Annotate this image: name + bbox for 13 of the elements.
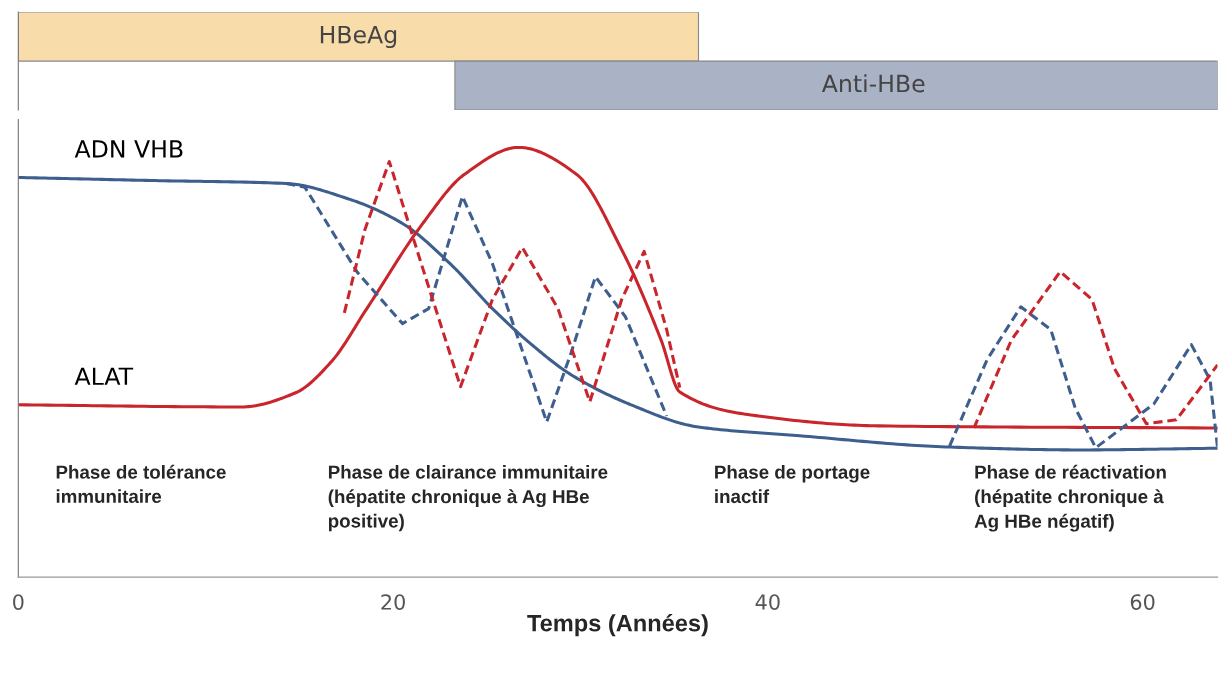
series-label: ALAT	[74, 367, 134, 385]
y-tick-label: Anti-HBe	[821, 74, 925, 93]
x-tick-label: 60	[1130, 594, 1155, 610]
annotation: Phase de clairance immunitaire (hépatite chronique à Ag HBe positive)	[328, 465, 608, 532]
y-tick-label: HBeAg	[320, 25, 397, 49]
annotation: Phase de portage inactif	[715, 465, 870, 504]
x-tick-label: 40	[755, 594, 780, 610]
annotation: Phase de tolérance immunitaire	[56, 464, 226, 504]
x-tick-label: 20	[381, 594, 405, 610]
series-label: ADN VHB	[74, 140, 183, 158]
x-tick-label: 0	[13, 594, 24, 610]
annotation: Phase de réactivation (hépatite chronique à Ag HBe négatif)	[974, 464, 1166, 532]
x-axis-title: Temps (Années)	[527, 613, 708, 637]
